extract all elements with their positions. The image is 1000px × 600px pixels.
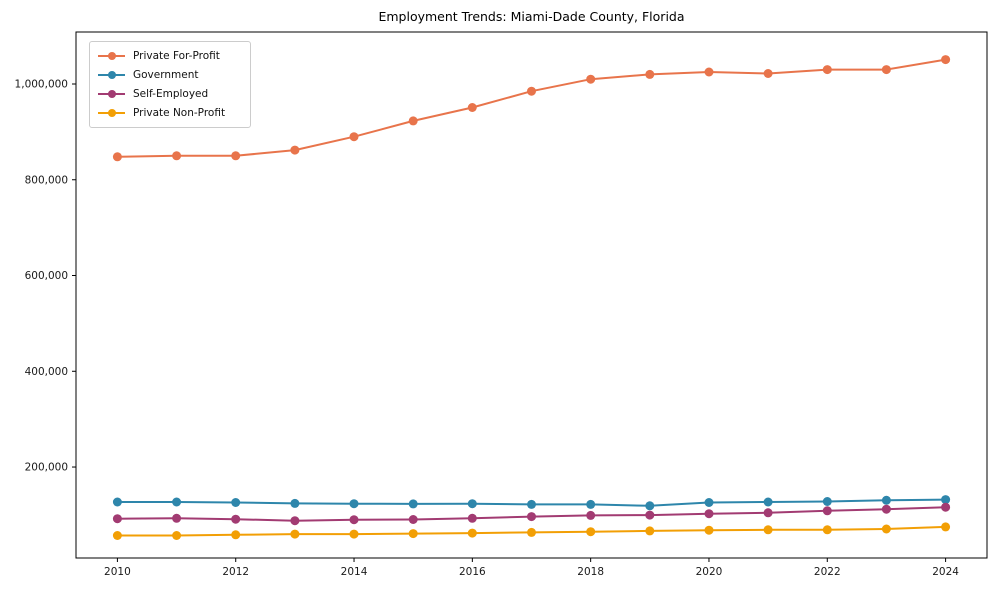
series-marker-private-non-profit bbox=[112, 531, 122, 540]
legend-item-private-non-profit: Private Non-Profit bbox=[98, 105, 242, 121]
series-marker-government bbox=[645, 501, 655, 511]
y-axis-tick-label: 200,000 bbox=[25, 462, 68, 474]
legend-label: Private Non-Profit bbox=[133, 107, 226, 119]
x-axis-tick-label: 2018 bbox=[577, 566, 604, 578]
series-marker-private-non-profit bbox=[645, 526, 655, 536]
series-marker-self-employed bbox=[941, 502, 951, 512]
series-marker-self-employed bbox=[822, 506, 832, 516]
series-marker-private-non-profit bbox=[704, 525, 714, 535]
series-marker-private-for-profit bbox=[408, 116, 418, 126]
series-marker-government bbox=[704, 498, 714, 507]
series-marker-private-for-profit bbox=[467, 103, 477, 112]
series-marker-private-for-profit bbox=[763, 69, 773, 78]
series-marker-private-non-profit bbox=[467, 528, 477, 538]
x-axis-tick-label: 2012 bbox=[222, 566, 249, 578]
series-marker-government bbox=[112, 497, 122, 507]
x-axis-tick-label: 2010 bbox=[104, 566, 131, 578]
series-marker-self-employed bbox=[467, 513, 477, 523]
series-marker-government bbox=[349, 499, 359, 509]
series-marker-self-employed bbox=[349, 515, 359, 525]
series-marker-self-employed bbox=[112, 514, 122, 524]
legend: Private For-Profit Government Self-Emplo… bbox=[89, 41, 251, 128]
y-axis-tick-label: 1,000,000 bbox=[15, 78, 68, 90]
series-marker-self-employed bbox=[881, 504, 891, 514]
y-axis-tick-label: 600,000 bbox=[25, 270, 68, 282]
series-marker-government bbox=[172, 497, 182, 507]
series-marker-private-for-profit bbox=[645, 69, 655, 79]
series-marker-private-for-profit bbox=[172, 151, 182, 161]
legend-item-government: Government bbox=[98, 67, 242, 83]
y-axis-tick-label: 800,000 bbox=[25, 174, 68, 186]
series-marker-government bbox=[231, 498, 241, 507]
plot-border bbox=[75, 31, 988, 559]
legend-label: Government bbox=[133, 69, 199, 81]
series-marker-private-for-profit bbox=[231, 151, 241, 161]
series-marker-government bbox=[527, 499, 536, 509]
series-marker-government bbox=[586, 499, 596, 509]
x-axis-tick-label: 2016 bbox=[459, 566, 486, 578]
series-marker-self-employed bbox=[763, 508, 773, 518]
legend-item-self-employed: Self-Employed bbox=[98, 86, 242, 102]
legend-line-marker-icon bbox=[98, 70, 125, 80]
series-marker-private-non-profit bbox=[586, 527, 596, 537]
series-marker-private-for-profit bbox=[881, 65, 891, 75]
series-marker-self-employed bbox=[704, 509, 714, 519]
series-marker-private-non-profit bbox=[822, 525, 832, 535]
series-marker-private-for-profit bbox=[941, 55, 951, 65]
series-marker-self-employed bbox=[231, 514, 241, 524]
series-marker-government bbox=[763, 497, 773, 507]
series-marker-government bbox=[881, 495, 891, 505]
series-marker-self-employed bbox=[527, 512, 536, 522]
series-marker-private-non-profit bbox=[881, 524, 891, 534]
x-axis-tick-label: 2020 bbox=[696, 566, 723, 578]
legend-label: Private For-Profit bbox=[133, 50, 220, 62]
legend-line-marker-icon bbox=[98, 51, 125, 61]
series-marker-private-non-profit bbox=[941, 522, 951, 532]
series-marker-government bbox=[290, 498, 300, 508]
legend-label: Self-Employed bbox=[133, 88, 209, 100]
series-marker-private-non-profit bbox=[231, 530, 241, 540]
y-axis-tick-label: 400,000 bbox=[25, 366, 68, 378]
series-marker-government bbox=[467, 499, 477, 509]
series-marker-private-non-profit bbox=[408, 529, 418, 539]
series-marker-government bbox=[822, 497, 832, 506]
series-marker-private-non-profit bbox=[349, 529, 359, 539]
series-marker-private-for-profit bbox=[704, 67, 714, 77]
x-axis-tick-label: 2014 bbox=[341, 566, 368, 578]
series-marker-private-non-profit bbox=[172, 531, 182, 540]
series-marker-private-non-profit bbox=[527, 527, 536, 537]
series-marker-private-for-profit bbox=[112, 152, 122, 162]
x-axis-tick-label: 2024 bbox=[932, 566, 959, 578]
series-marker-self-employed bbox=[645, 510, 655, 520]
legend-line-marker-icon bbox=[98, 108, 125, 118]
series-marker-private-non-profit bbox=[290, 529, 300, 539]
series-marker-private-for-profit bbox=[822, 65, 832, 75]
series-marker-government bbox=[408, 499, 418, 509]
chart-title: Employment Trends: Miami-Dade County, Fl… bbox=[378, 9, 685, 24]
series-marker-self-employed bbox=[586, 510, 596, 520]
series-marker-private-non-profit bbox=[763, 525, 773, 535]
series-marker-government bbox=[941, 495, 951, 505]
series-marker-private-for-profit bbox=[527, 86, 536, 96]
series-marker-self-employed bbox=[172, 513, 182, 523]
x-axis-tick-label: 2022 bbox=[814, 566, 841, 578]
legend-line-marker-icon bbox=[98, 89, 125, 99]
series-marker-self-employed bbox=[290, 516, 300, 526]
series-marker-private-for-profit bbox=[290, 145, 300, 155]
legend-item-private-for-profit: Private For-Profit bbox=[98, 48, 242, 64]
series-marker-self-employed bbox=[408, 515, 418, 524]
series-marker-private-for-profit bbox=[349, 132, 359, 142]
series-marker-private-for-profit bbox=[586, 74, 596, 84]
